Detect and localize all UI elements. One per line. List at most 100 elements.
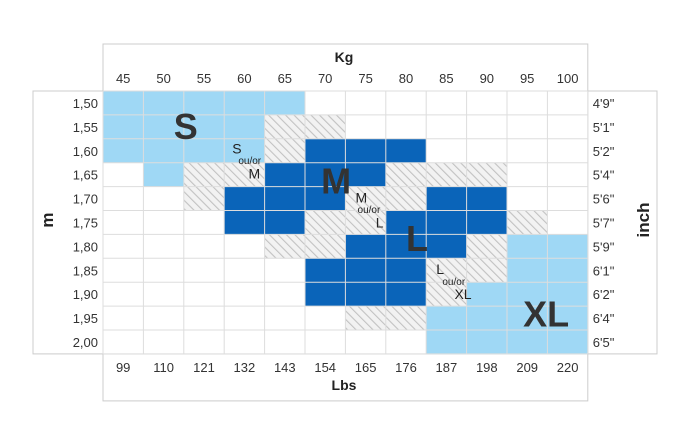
y-right-tick-label: 4'9" [593,96,615,111]
y-left-tick-label: 1,60 [73,144,98,159]
size-label: M [321,161,351,202]
y-right-tick-label: 6'5" [593,335,615,350]
y-right-tick-label: 5'4" [593,168,615,183]
size-cell-s [143,114,185,140]
size-cell-s [224,138,265,163]
size-cell-xl [547,306,589,331]
size-cell-overlap [466,234,508,259]
size-cell-l [305,258,346,283]
size-cell-overlap [345,186,387,211]
size-cell-m [345,162,387,187]
size-label: L [376,214,384,230]
size-cell-m [305,138,346,163]
x-bottom-tick-label: 176 [395,360,417,375]
size-cell-m [345,138,387,163]
x-top-axis-title: Kg [335,49,354,65]
size-cell-l [385,234,427,259]
size-cell-s [183,114,225,140]
size-cell-overlap [507,210,548,235]
size-cell-overlap [426,258,467,283]
size-label: XL [523,293,569,334]
size-cell-m [305,162,346,187]
y-right-axis-title: inch [634,203,653,238]
size-cell-overlap [466,162,508,187]
size-cell-s [264,91,306,116]
x-bottom-tick-label: 165 [355,360,377,375]
size-label: L [406,218,428,259]
size-cell-xl [547,282,589,307]
x-top-tick-label: 80 [399,71,413,86]
size-cell-xl [426,306,467,331]
x-top-tick-label: 85 [439,71,453,86]
size-cell-xl [547,234,589,259]
size-cell-s [143,162,185,187]
size-cell-l [345,282,387,307]
size-cell-s [143,91,185,116]
size-cell-m [264,210,306,235]
y-right-tick-label: 5'2" [593,144,615,159]
size-cell-s [224,91,265,116]
x-top-tick-label: 75 [358,71,372,86]
size-cell-m [264,186,306,211]
size-cell-xl [507,258,548,283]
size-cell-overlap [305,234,346,259]
size-cell-xl [507,282,548,307]
size-cell-xl [466,306,508,331]
size-cell-l [426,186,467,211]
size-cell-m [305,186,346,211]
size-cell-m [224,210,265,235]
y-right-tick-label: 6'1" [593,263,615,278]
y-left-tick-label: 1,70 [73,192,98,207]
size-cell-s [183,91,225,116]
size-cell-overlap [183,186,225,211]
size-cell-l [426,210,467,235]
x-bottom-axis-title: Lbs [332,377,357,393]
y-left-tick-label: 1,55 [73,120,98,135]
x-bottom-tick-label: 220 [557,360,579,375]
x-top-tick-label: 90 [480,71,494,86]
size-cell-overlap [345,210,387,235]
x-top-tick-label: 50 [156,71,170,86]
y-left-tick-label: 1,95 [73,311,98,326]
size-cell-l [385,258,427,283]
size-cell-xl [507,330,548,355]
y-left-axis-title: m [38,212,57,227]
size-label: ou/or [358,205,381,216]
y-right-tick-label: 5'6" [593,192,615,207]
size-cell-overlap [426,282,467,307]
size-cell-s [183,138,225,163]
size-cell-overlap [385,162,427,187]
x-bottom-tick-label: 110 [153,360,174,375]
size-cell-m [264,162,306,187]
size-cell-overlap [264,114,306,140]
size-cell-l [426,234,467,259]
size-cell-s [103,91,144,116]
y-left-tick-label: 1,50 [73,96,98,111]
size-cell-overlap [345,306,387,331]
size-cell-l [466,186,508,211]
size-cell-s [224,114,265,140]
size-cell-overlap [385,306,427,331]
size-cell-xl [466,282,508,307]
size-cell-overlap [466,258,508,283]
size-cell-overlap [224,162,265,187]
size-cell-overlap [385,186,427,211]
size-label: XL [454,286,471,302]
x-top-tick-label: 95 [520,71,534,86]
size-cell-m [385,138,427,163]
y-right-tick-label: 6'4" [593,311,615,326]
size-cell-l [305,282,346,307]
x-bottom-tick-label: 154 [314,360,336,375]
size-cell-overlap [183,162,225,187]
y-right-tick-label: 5'9" [593,239,615,254]
size-cell-s [143,138,185,163]
y-right-tick-label: 5'1" [593,120,615,135]
x-bottom-tick-label: 132 [234,360,256,375]
size-label: L [436,261,444,277]
size-cell-xl [547,258,589,283]
y-left-tick-label: 1,90 [73,287,98,302]
size-label: S [232,140,241,156]
y-right-tick-label: 6'2" [593,287,615,302]
